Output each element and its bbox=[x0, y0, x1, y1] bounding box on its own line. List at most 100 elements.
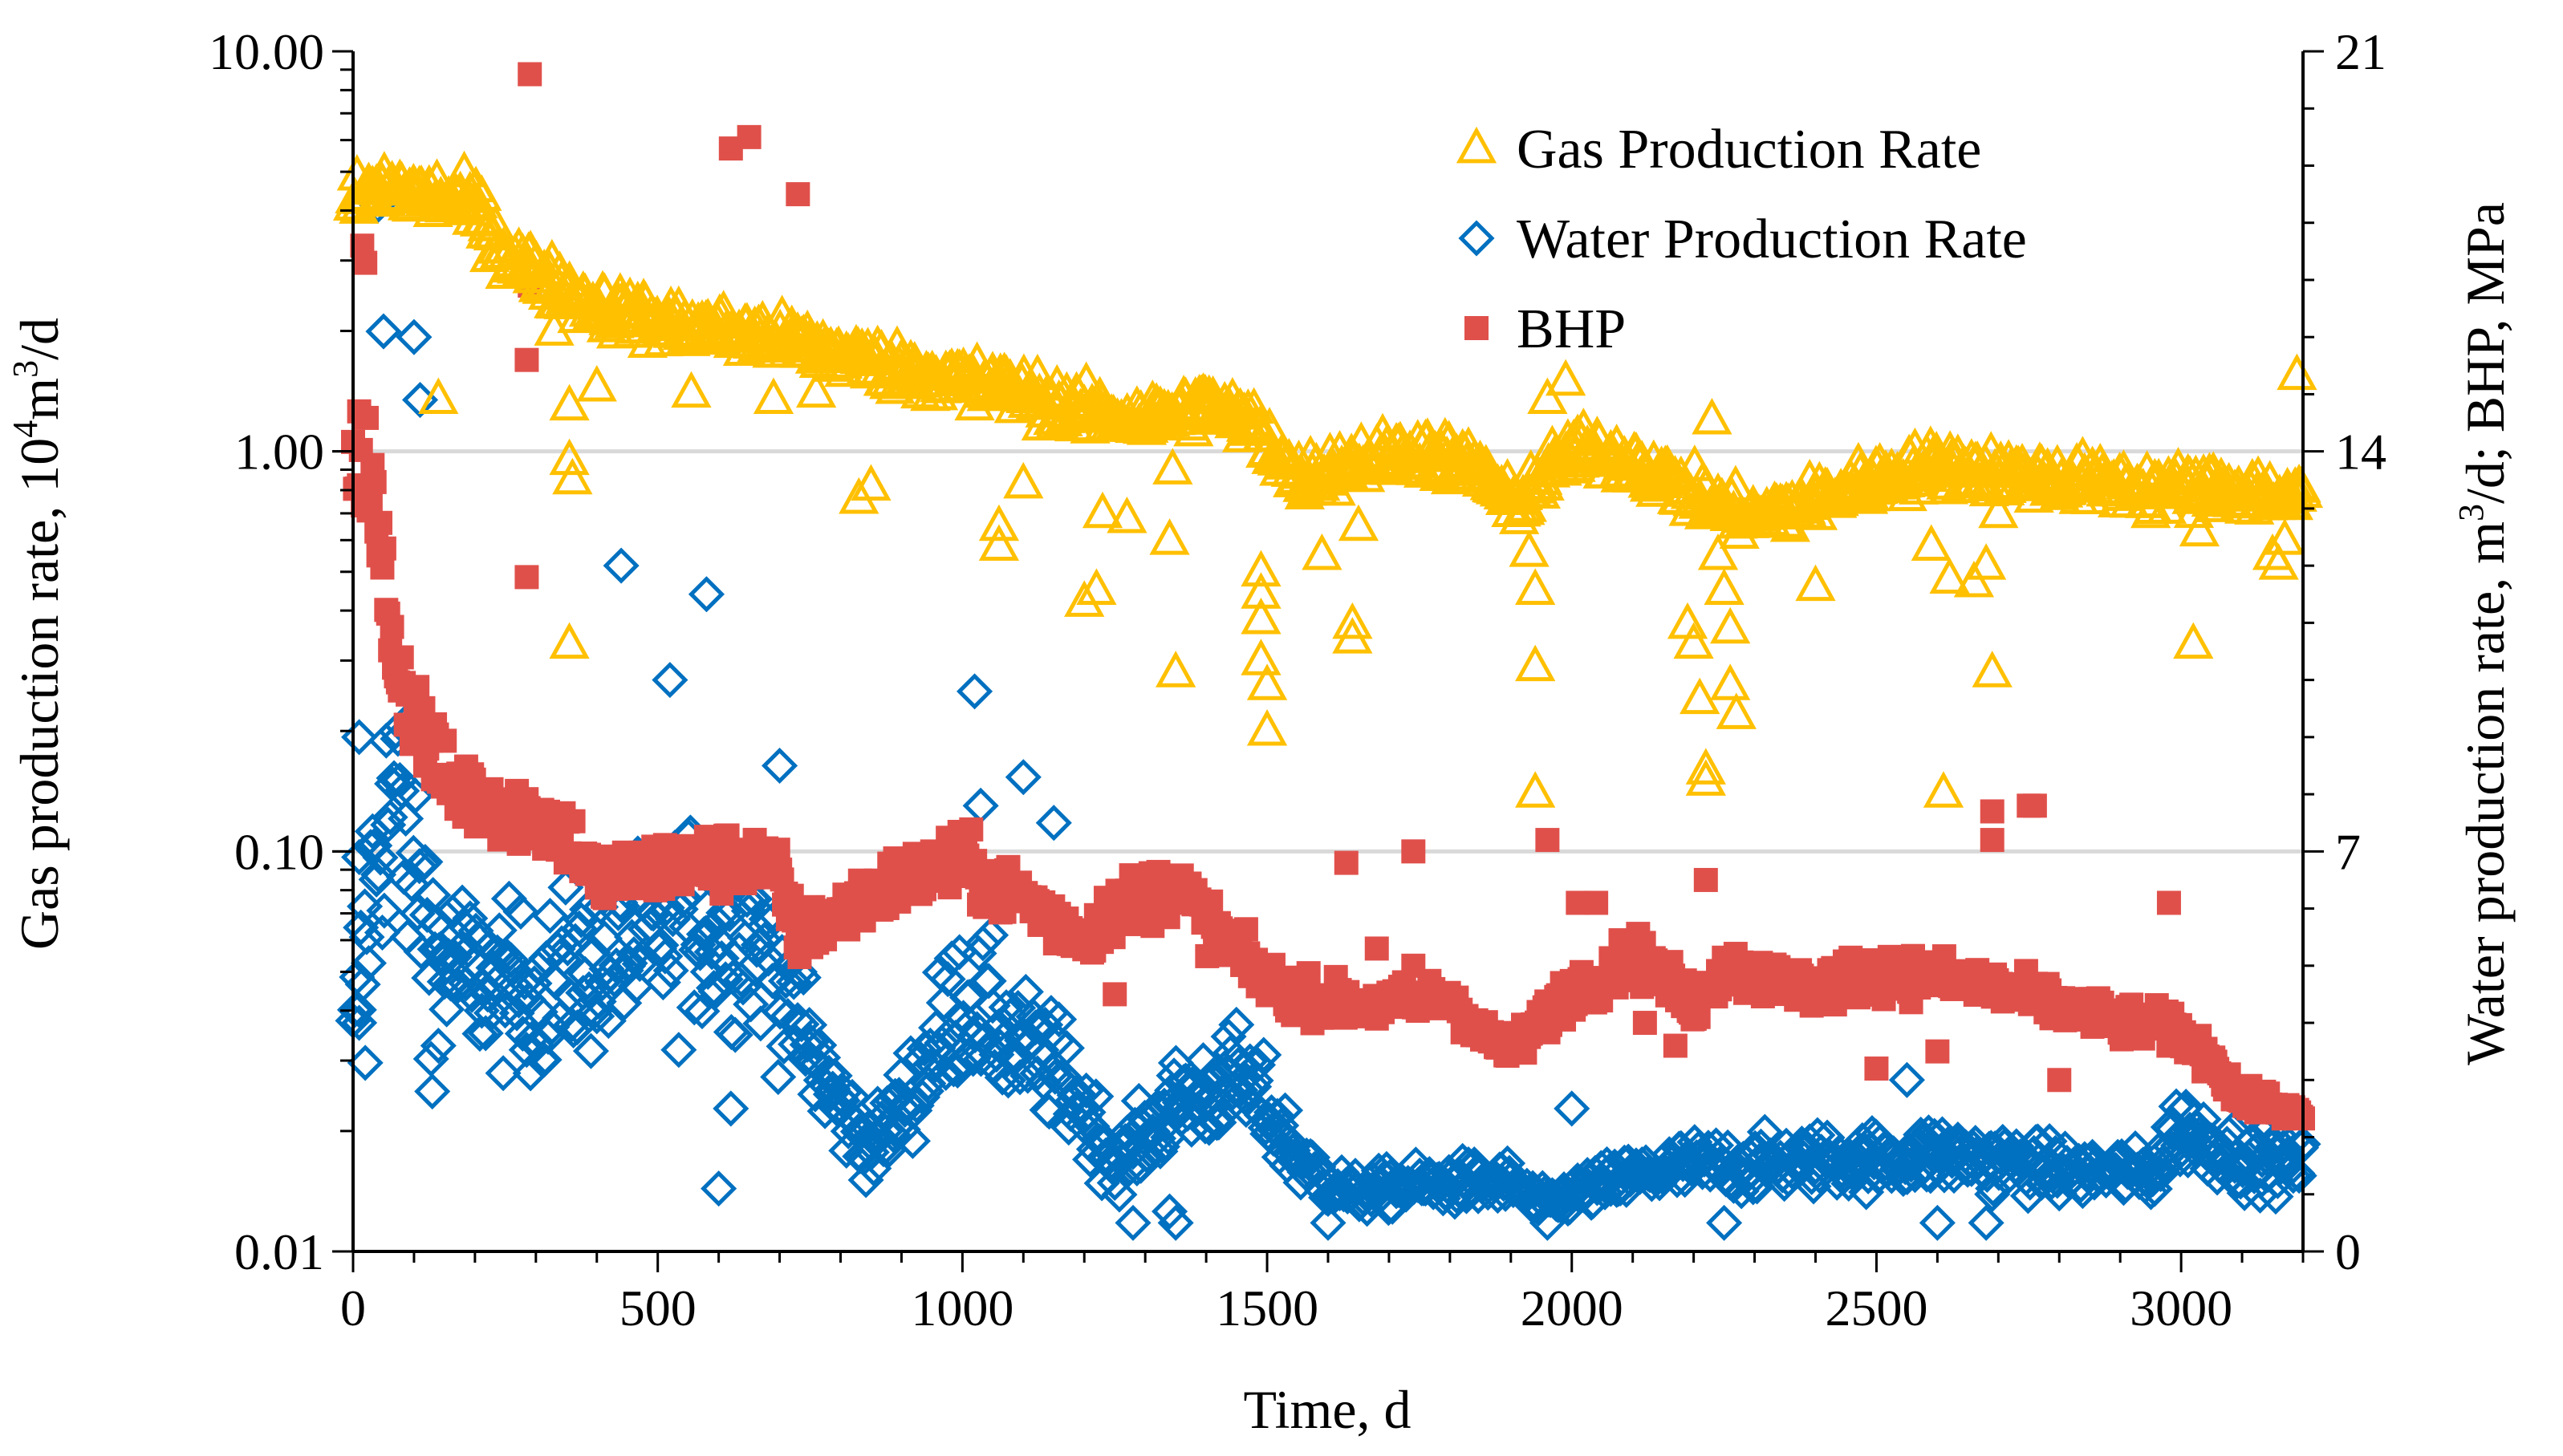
x-tick-label: 500 bbox=[619, 1280, 697, 1336]
data-point bbox=[689, 953, 726, 991]
outlier-point bbox=[713, 1090, 749, 1127]
data-point bbox=[684, 993, 721, 1030]
data-point bbox=[1267, 1092, 1304, 1129]
outlier-point bbox=[2130, 491, 2171, 529]
x-tick-label: 1000 bbox=[911, 1280, 1013, 1336]
data-point bbox=[590, 1003, 627, 1040]
outlier-point bbox=[1246, 663, 1288, 700]
outlier-point bbox=[1693, 867, 1718, 892]
outlier-point bbox=[1096, 1164, 1133, 1202]
outlier-point bbox=[2277, 353, 2317, 391]
data-point bbox=[340, 992, 377, 1028]
right-tick-label: 7 bbox=[2335, 823, 2361, 880]
outlier-point bbox=[762, 747, 798, 785]
outlier-point bbox=[1974, 1176, 2011, 1213]
outlier-point bbox=[1685, 759, 1726, 796]
outlier-point bbox=[962, 787, 999, 824]
outlier-point bbox=[1509, 530, 1550, 567]
data-point bbox=[403, 933, 440, 970]
outlier-point bbox=[1364, 936, 1389, 961]
data-point bbox=[432, 965, 469, 1002]
data-point bbox=[1001, 1059, 1038, 1096]
data-point bbox=[531, 898, 568, 935]
data-point bbox=[343, 909, 380, 946]
data-point bbox=[617, 968, 654, 1005]
left-tick-label: 10.00 bbox=[209, 23, 324, 80]
data-point bbox=[2019, 1123, 2057, 1160]
data-point bbox=[1068, 1072, 1105, 1109]
outlier-point bbox=[1005, 759, 1042, 796]
outlier-point bbox=[1003, 461, 1044, 499]
outlier-point bbox=[576, 365, 617, 402]
outlier-point bbox=[1980, 799, 2005, 824]
data-point bbox=[1799, 460, 1840, 498]
data-point bbox=[1355, 1161, 1391, 1198]
outlier-point bbox=[2258, 543, 2299, 580]
data-point bbox=[898, 1087, 935, 1124]
data-point bbox=[561, 809, 586, 833]
data-point bbox=[2171, 477, 2212, 514]
outlier-point bbox=[1692, 398, 1732, 435]
outlier-point bbox=[1919, 1204, 1956, 1241]
data-point bbox=[358, 861, 395, 898]
outlier-point bbox=[1929, 557, 1970, 594]
outlier-point bbox=[1332, 617, 1373, 654]
outlier-point bbox=[671, 371, 712, 408]
data-point bbox=[433, 728, 457, 753]
data-point bbox=[1030, 1093, 1068, 1130]
data-point bbox=[453, 976, 490, 1013]
outlier-point bbox=[603, 547, 640, 584]
data-point bbox=[412, 1040, 449, 1077]
data-point bbox=[350, 945, 387, 982]
data-point bbox=[847, 1162, 884, 1198]
outlier-point bbox=[1667, 602, 1708, 639]
outlier-point bbox=[347, 399, 372, 424]
legend-marker-triangle-open bbox=[1456, 126, 1497, 164]
outlier-point bbox=[2179, 509, 2220, 547]
outlier-point bbox=[1527, 377, 1568, 415]
series-bhp bbox=[341, 62, 2315, 1131]
outlier-point bbox=[1663, 1033, 1688, 1058]
data-point bbox=[508, 1032, 545, 1069]
data-point bbox=[1296, 961, 1321, 986]
outlier-point bbox=[1082, 491, 1123, 529]
data-point bbox=[775, 963, 812, 1000]
data-point bbox=[1848, 1174, 1885, 1211]
outlier-point bbox=[1302, 533, 1342, 570]
data-point bbox=[520, 950, 557, 987]
data-point bbox=[1048, 1029, 1085, 1067]
right-tick-label: 21 bbox=[2335, 23, 2386, 80]
data-point bbox=[924, 1024, 961, 1061]
data-point bbox=[965, 925, 1001, 962]
data-point bbox=[467, 1015, 504, 1052]
data-point bbox=[2257, 1178, 2294, 1215]
data-point bbox=[973, 917, 1009, 954]
right-y-axis-title-end: /d; BHP, MPa bbox=[2455, 202, 2516, 504]
data-point bbox=[1140, 1120, 1177, 1157]
outlier-point bbox=[1076, 568, 1117, 605]
data-point bbox=[1715, 464, 1757, 502]
data-point bbox=[512, 1055, 549, 1092]
outlier-point bbox=[1706, 1204, 1743, 1241]
data-point bbox=[336, 992, 373, 1028]
outlier-point bbox=[1584, 890, 1609, 915]
outlier-point bbox=[1716, 692, 1757, 729]
outlier-point bbox=[1972, 651, 2013, 687]
outlier-point bbox=[978, 524, 1020, 561]
outlier-point bbox=[978, 504, 1020, 541]
outlier-point bbox=[414, 1073, 451, 1110]
data-point bbox=[1191, 1109, 1228, 1146]
data-point bbox=[1709, 1129, 1746, 1166]
outlier-point bbox=[2156, 890, 2181, 915]
data-point bbox=[660, 1032, 697, 1069]
outlier-point bbox=[1310, 1204, 1346, 1241]
data-point bbox=[444, 884, 481, 921]
data-point bbox=[576, 992, 613, 1030]
data-point bbox=[487, 992, 524, 1029]
outlier-point bbox=[1968, 1204, 2005, 1241]
outlier-point bbox=[396, 318, 433, 355]
data-point bbox=[366, 892, 403, 929]
outlier-point bbox=[1864, 1057, 1889, 1081]
outlier-point bbox=[1529, 1204, 1566, 1241]
